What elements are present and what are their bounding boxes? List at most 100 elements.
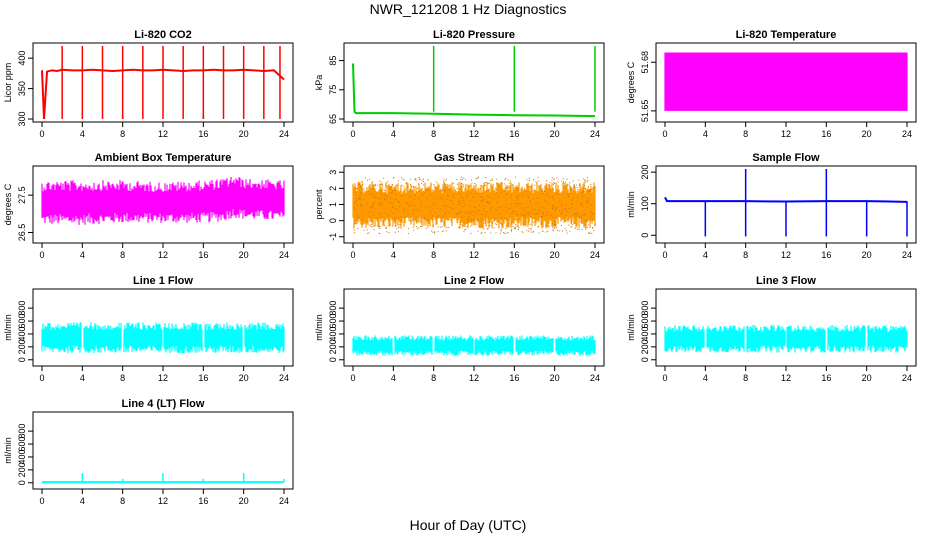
x-tick-label: 4: [703, 129, 708, 139]
x-tick-label: 8: [120, 373, 125, 383]
panel-title: Gas Stream RH: [434, 152, 514, 164]
x-tick-label: 0: [662, 373, 667, 383]
y-tick-label: -1: [328, 233, 338, 241]
x-tick-label: 16: [509, 250, 519, 260]
y-tick-label: 600: [640, 314, 650, 329]
y-tick-label: 200: [17, 462, 27, 477]
x-tick-label: 12: [469, 373, 479, 383]
panel-6: Sample Flow ml/min 0 4 8 12 16 20 24 0 100 200: [626, 152, 917, 260]
panel-3: Li-820 Temperature degrees C 0 4 8 12 16 20 24 51…: [626, 29, 917, 139]
y-axis-label: ml/min: [626, 314, 636, 341]
x-tick-label: 24: [902, 373, 912, 383]
x-tick-label: 0: [350, 373, 355, 383]
panel-title: Li-820 CO2: [134, 29, 191, 41]
x-tick-label: 8: [431, 129, 436, 139]
x-tick-label: 20: [239, 250, 249, 260]
series-band: [664, 52, 908, 111]
y-axis-label: kPa: [314, 75, 324, 91]
y-tick-label: 0: [17, 357, 27, 362]
x-tick-label: 0: [39, 373, 44, 383]
x-tick-label: 24: [279, 496, 289, 506]
x-tick-label: 4: [391, 129, 396, 139]
y-tick-label: 300: [17, 111, 27, 126]
y-tick-label: 400: [17, 326, 27, 341]
y-tick-label: 0: [640, 357, 650, 362]
y-tick-label: 2: [328, 186, 338, 191]
panel-1: Li-820 CO2 Licor ppm 0 4 8 12 16 20 24 300 350 400: [3, 29, 294, 139]
panel-title: Line 2 Flow: [444, 275, 504, 287]
series-band: [664, 324, 908, 353]
x-tick-label: 12: [781, 250, 791, 260]
x-tick-label: 8: [120, 496, 125, 506]
x-tick-label: 0: [39, 129, 44, 139]
x-tick-label: 4: [703, 373, 708, 383]
x-tick-label: 24: [590, 373, 600, 383]
x-tick-label: 0: [39, 250, 44, 260]
x-tick-label: 4: [80, 496, 85, 506]
y-tick-label: 350: [17, 81, 27, 96]
y-tick-label: 1: [328, 202, 338, 207]
x-tick-label: 12: [469, 129, 479, 139]
x-tick-label: 16: [821, 373, 831, 383]
y-tick-label: 200: [17, 339, 27, 354]
series-line-1: [41, 68, 285, 120]
x-tick-label: 4: [80, 250, 85, 260]
panel-4: Ambient Box Temperature degrees C 0 4 8 12 16 2…: [3, 152, 294, 260]
x-tick-label: 4: [391, 250, 396, 260]
panel-8: Line 2 Flow ml/min 0 4 8 12 16 20 24 0 20040060080…: [314, 275, 605, 383]
y-tick-label: 400: [17, 51, 27, 66]
y-axis-label: Licor ppm: [3, 63, 13, 103]
series-line-1: [352, 63, 596, 118]
x-tick-label: 4: [391, 373, 396, 383]
data-marks: [42, 473, 285, 484]
y-tick-label: 0: [17, 480, 27, 485]
y-tick-label: 600: [17, 437, 27, 452]
y-tick-label: 75: [328, 85, 338, 95]
x-tick-label: 8: [743, 129, 748, 139]
y-axis-label: degrees C: [3, 183, 13, 225]
plot-frame: [343, 42, 605, 123]
x-tick-label: 24: [590, 129, 600, 139]
x-tick-label: 8: [431, 373, 436, 383]
x-tick-label: 12: [158, 129, 168, 139]
x-tick-label: 4: [80, 129, 85, 139]
panel-title: Line 4 (LT) Flow: [122, 398, 205, 410]
x-tick-label: 0: [350, 129, 355, 139]
panel-9: Line 3 Flow ml/min 0 4 8 12 16 20 24 0 20040060080…: [626, 275, 917, 383]
x-tick-label: 8: [120, 250, 125, 260]
y-tick-label: 200: [328, 339, 338, 354]
panel-2: Li-820 Pressure kPa 0 4 8 12 16 20 24 65 75 85: [314, 29, 605, 139]
y-tick-label: 800: [328, 301, 338, 316]
y-tick-label: 400: [640, 326, 650, 341]
series-band: [352, 335, 596, 356]
x-tick-label: 24: [279, 250, 289, 260]
x-tick-label: 20: [862, 250, 872, 260]
series-line-1: [664, 196, 908, 203]
data-marks: [352, 335, 596, 356]
x-tick-label: 20: [239, 129, 249, 139]
y-tick-label: 0: [640, 233, 650, 238]
x-tick-label: 16: [198, 250, 208, 260]
x-tick-label: 12: [469, 250, 479, 260]
y-tick-label: 800: [640, 301, 650, 316]
figure-xlabel: Hour of Day (UTC): [409, 517, 527, 533]
panel-7: Line 1 Flow ml/min 0 4 8 12 16 20 24 0 20040060080…: [3, 275, 294, 383]
panel-title: Sample Flow: [752, 152, 820, 164]
series-band: [352, 181, 596, 229]
x-tick-label: 20: [550, 373, 560, 383]
y-axis-label: degrees C: [626, 61, 636, 103]
y-tick-label: 600: [17, 314, 27, 329]
y-tick-label: 200: [640, 339, 650, 354]
y-tick-label: 200: [640, 165, 650, 180]
x-tick-label: 16: [821, 129, 831, 139]
x-tick-label: 16: [198, 373, 208, 383]
panel-title: Line 1 Flow: [133, 275, 193, 287]
data-marks: [352, 176, 596, 234]
x-tick-label: 8: [743, 373, 748, 383]
y-tick-label: 85: [328, 56, 338, 66]
data-marks: [41, 46, 285, 120]
x-tick-label: 8: [120, 129, 125, 139]
x-tick-label: 0: [662, 250, 667, 260]
y-tick-label: 400: [17, 449, 27, 464]
